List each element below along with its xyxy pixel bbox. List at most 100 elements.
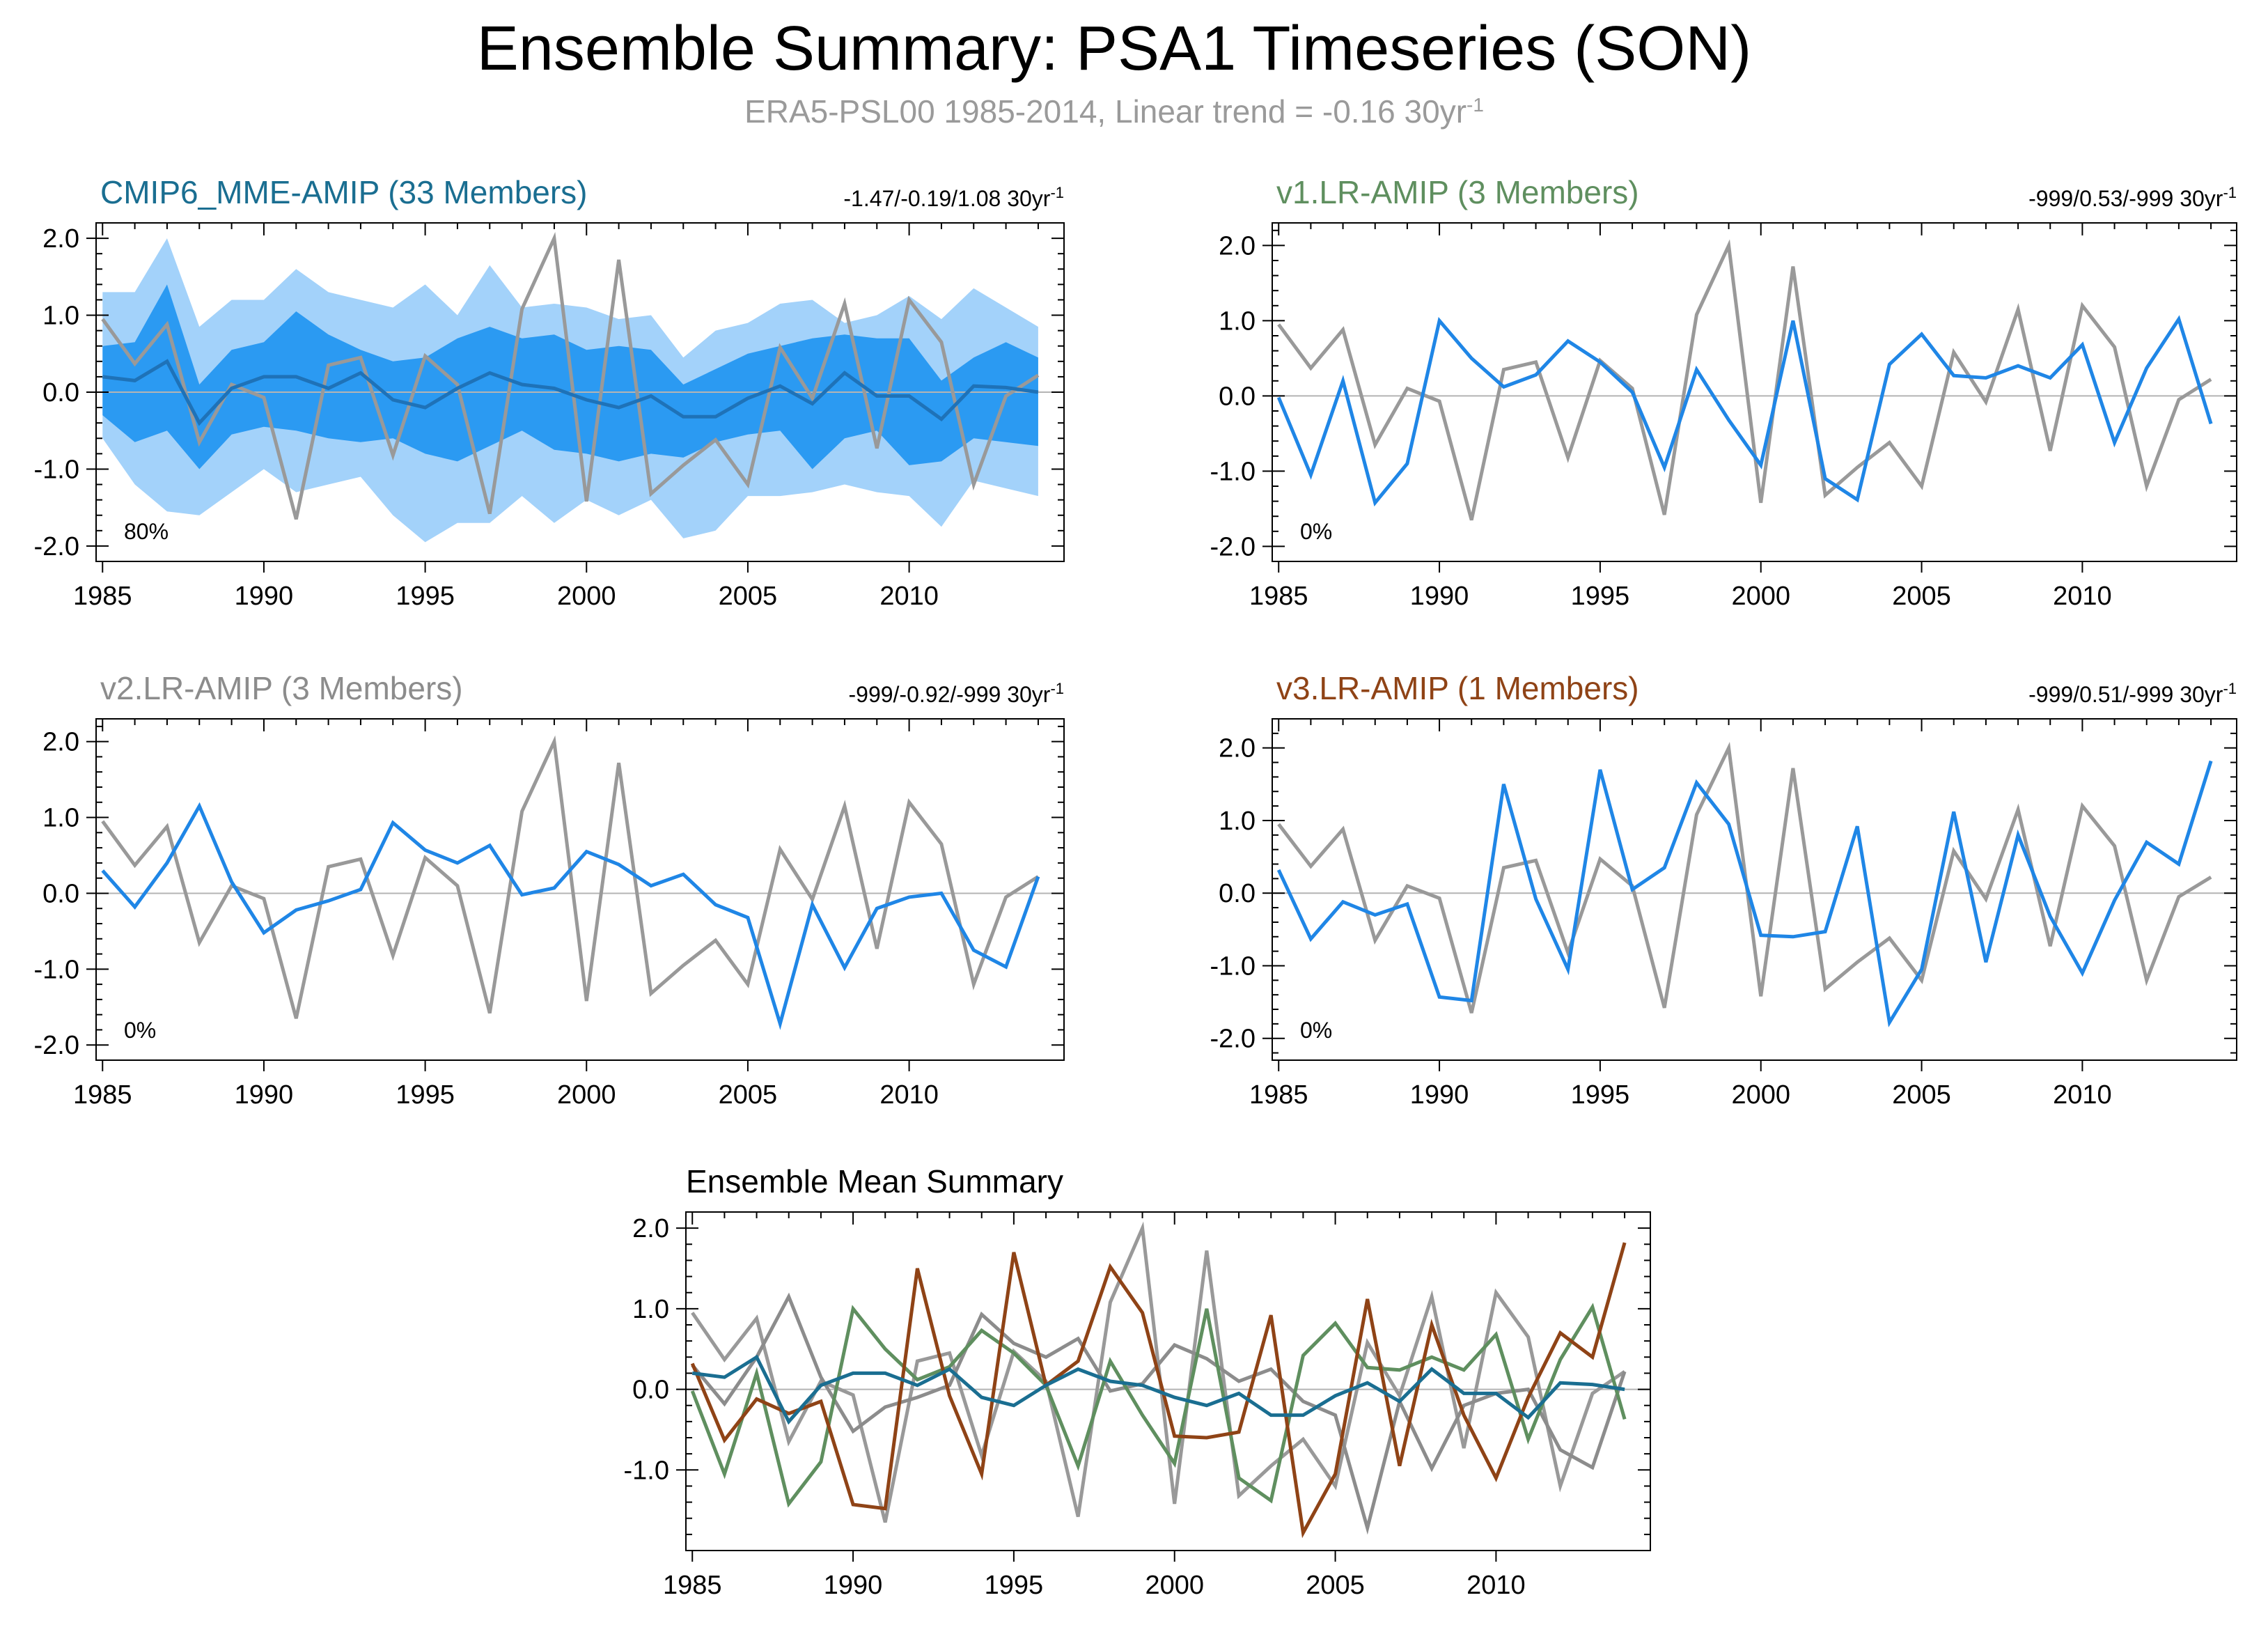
series-line-v3-lr-amip-member [1276, 760, 2213, 1027]
series-line-v3-lr-amip [690, 1242, 1627, 1539]
series-line-era5-psl00 [101, 231, 1040, 520]
x-tick-label: 2005 [1306, 1571, 1365, 1600]
figure-title: Ensemble Summary: PSA1 Timeseries (SON) [477, 14, 1752, 84]
plot-frame [685, 1211, 1651, 1551]
plot-frame [1272, 222, 2237, 562]
y-tick-label: -2.0 [1210, 532, 1256, 561]
panel-title: v2.LR-AMIP (3 Members) [100, 670, 463, 706]
x-tick-label: 1995 [396, 1080, 455, 1110]
trend-label: -999/0.53/-999 30yr-1 [2028, 184, 2237, 211]
x-tick-label: 1995 [985, 1571, 1044, 1600]
x-tick-label: 1985 [663, 1571, 722, 1600]
panel-title: v1.LR-AMIP (3 Members) [1276, 174, 1639, 210]
x-tick-label: 2005 [719, 582, 778, 611]
y-tick-label: -1.0 [34, 455, 79, 484]
x-tick-label: 1995 [396, 582, 455, 611]
x-tick-label: 1990 [235, 1080, 294, 1110]
x-tick-label: 1990 [1410, 1080, 1469, 1110]
panel-v1: v1.LR-AMIP (3 Members) -999/0.53/-999 30y… [1210, 174, 2237, 611]
x-tick-label: 1985 [1249, 1080, 1308, 1110]
y-tick-label: -1.0 [34, 955, 79, 984]
y-tick-label: 1.0 [1219, 306, 1256, 336]
x-tick-label: 2005 [719, 1080, 778, 1110]
trend-label: -999/-0.92/-999 30yr-1 [848, 680, 1064, 707]
series-line-v2-lr-amip-ensemble-mean [101, 802, 1040, 1030]
percent-label: 0% [1300, 519, 1332, 544]
trend-label-text: -1.47/-0.19/1.08 30yr [843, 186, 1050, 211]
y-tick-label: 1.0 [632, 1295, 669, 1324]
trend-label-text: -999/-0.92/-999 30yr [848, 682, 1050, 707]
y-tick-label: 1.0 [42, 804, 79, 833]
series-line-cmip6-mme-amip-ensemble-mean [102, 359, 1039, 426]
x-tick-label: 2005 [1892, 1080, 1951, 1110]
y-tick-label: 0.0 [42, 879, 79, 908]
trend-label-sup: -1 [1050, 184, 1064, 201]
x-tick-label: 1985 [73, 582, 132, 611]
x-tick-label: 2000 [1145, 1571, 1204, 1600]
y-tick-label: 1.0 [1219, 807, 1256, 836]
y-tick-label: 2.0 [42, 728, 79, 757]
y-tick-label: 2.0 [42, 224, 79, 254]
y-tick-label: -2.0 [34, 532, 79, 561]
trend-label-sup: -1 [2223, 184, 2237, 201]
panels: CMIP6_MME-AMIP (33 Members) -1.47/-0.19/1… [34, 174, 2237, 1600]
plot-frame [95, 718, 1065, 1061]
x-tick-label: 2010 [2053, 1080, 2112, 1110]
x-tick-label: 1985 [73, 1080, 132, 1110]
figure-subtitle-text: ERA5-PSL00 1985-2014, Linear trend = -0.… [744, 93, 1467, 130]
panel-v2: v2.LR-AMIP (3 Members) -999/-0.92/-999 30… [34, 670, 1065, 1110]
x-tick-label: 2005 [1892, 582, 1951, 611]
x-tick-label: 1995 [1571, 582, 1630, 611]
trend-label-sup: -1 [1050, 680, 1064, 697]
percent-label: 0% [1300, 1018, 1332, 1043]
panel-mean: Ensemble Mean Summary -1.0 0.0 1.0 2.0 1985 19… [624, 1163, 1651, 1600]
x-tick-label: 1995 [1571, 1080, 1630, 1110]
series-line-v1-lr-amip-ensemble-mean [1276, 315, 2213, 507]
figure-subtitle-sup: -1 [1467, 94, 1484, 116]
panel-title: Ensemble Mean Summary [686, 1163, 1063, 1199]
trend-label: -1.47/-0.19/1.08 30yr-1 [843, 184, 1064, 211]
x-tick-label: 2000 [1731, 582, 1790, 611]
x-tick-label: 1985 [1249, 582, 1308, 611]
series-line-v2-lr-amip [691, 1292, 1627, 1535]
y-tick-label: 0.0 [1219, 382, 1256, 411]
y-tick-label: -1.0 [1210, 951, 1256, 981]
y-tick-label: -1.0 [624, 1456, 669, 1485]
trend-label-sup: -1 [2223, 680, 2237, 697]
y-tick-label: -2.0 [34, 1031, 79, 1060]
y-tick-label: 0.0 [42, 378, 79, 407]
trend-label-text: -999/0.53/-999 30yr [2028, 186, 2223, 211]
percent-label: 0% [124, 1018, 156, 1043]
x-tick-label: 2010 [2053, 582, 2112, 611]
x-tick-label: 1990 [1410, 582, 1469, 611]
y-tick-label: 0.0 [632, 1376, 669, 1405]
x-tick-label: 2000 [557, 1080, 616, 1110]
x-tick-label: 1990 [235, 582, 294, 611]
trend-label: -999/0.51/-999 30yr-1 [2028, 680, 2237, 707]
y-tick-label: 1.0 [42, 302, 79, 331]
x-tick-label: 1990 [824, 1571, 883, 1600]
y-tick-label: -1.0 [1210, 457, 1256, 486]
figure-subtitle: ERA5-PSL00 1985-2014, Linear trend = -0.… [744, 93, 1484, 130]
panel-mme: CMIP6_MME-AMIP (33 Members) -1.47/-0.19/1… [34, 174, 1065, 611]
x-tick-label: 2010 [1467, 1571, 1526, 1600]
y-tick-label: 2.0 [1219, 734, 1256, 763]
y-tick-label: 0.0 [1219, 879, 1256, 908]
x-tick-label: 2010 [879, 582, 939, 611]
panel-v3: v3.LR-AMIP (1 Members) -999/0.51/-999 30y… [1210, 670, 2237, 1110]
plot-frame [1272, 718, 2237, 1061]
panel-title: CMIP6_MME-AMIP (33 Members) [100, 174, 588, 210]
series-line-era5-psl00 [101, 735, 1040, 1019]
x-tick-label: 2000 [557, 582, 616, 611]
series-line-era5-psl00 [1277, 239, 2212, 521]
trend-label-text: -999/0.51/-999 30yr [2028, 682, 2223, 707]
x-tick-label: 2010 [879, 1080, 939, 1110]
y-tick-label: 2.0 [1219, 231, 1256, 261]
y-tick-label: 2.0 [632, 1214, 669, 1243]
percent-label: 80% [124, 519, 169, 544]
panel-title: v3.LR-AMIP (1 Members) [1276, 670, 1639, 706]
x-tick-label: 2000 [1731, 1080, 1790, 1110]
series-line-cmip6-mme-amip [691, 1354, 1625, 1425]
series-line-v1-lr-amip [690, 1303, 1627, 1508]
